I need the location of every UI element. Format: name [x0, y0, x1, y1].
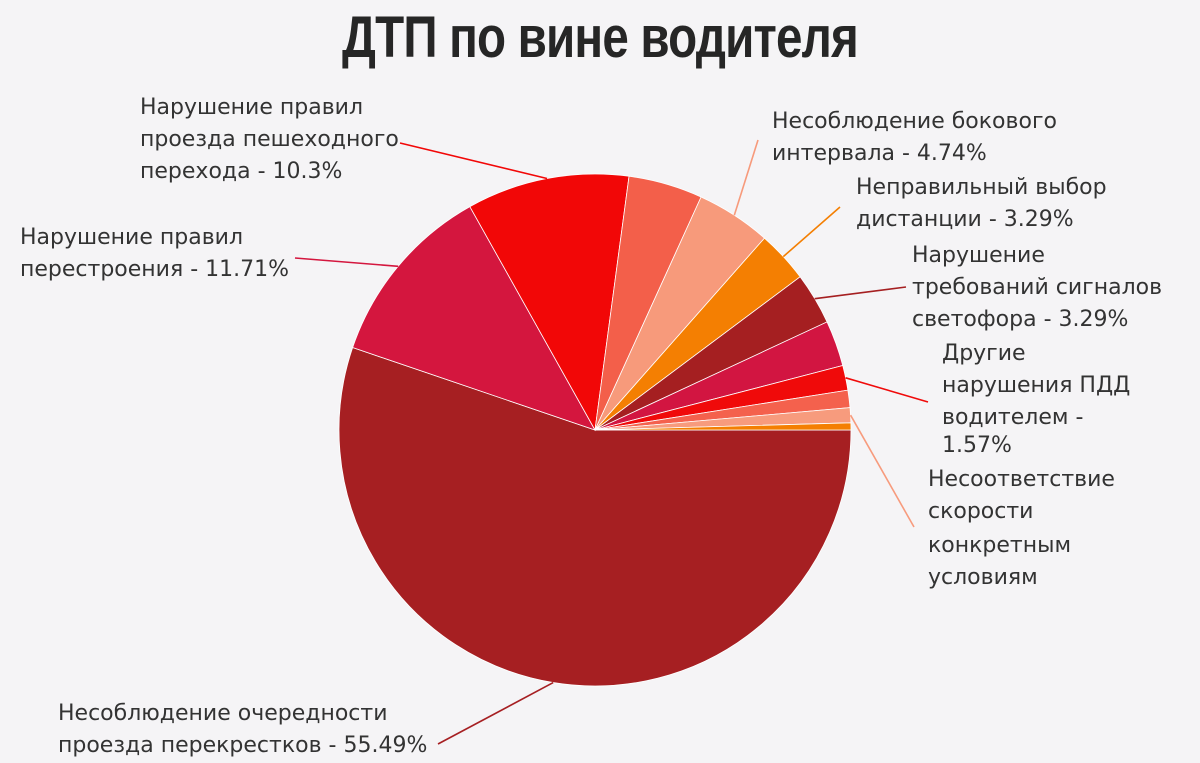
chart-title: ДТП по вине водителя: [342, 5, 859, 70]
pie-slices: [338, 173, 852, 687]
leader-line-10: [849, 414, 915, 528]
slice-label-10: Несоответствие скорости конкретным условиям: [928, 467, 1115, 590]
leader-lines: [294, 139, 929, 745]
leader-line-1: [294, 257, 399, 268]
leader-line-4: [733, 139, 759, 216]
slice-label-5: Неправильный выбор дистанции - 3.29%: [856, 175, 1107, 232]
slice-label-2: Нарушение правил проезда пешеходного перех…: [140, 95, 399, 184]
pie-slice-0: [338, 347, 852, 687]
leader-line-6: [814, 286, 907, 300]
slice-label-0: Несоблюдение очередности проезда перекрес…: [58, 701, 427, 758]
pie-slice-2: [469, 173, 630, 432]
leader-line-5: [782, 206, 841, 258]
slice-label-4: Несоблюдение бокового интервала - 4.74%: [772, 109, 1057, 166]
slice-label-1: Нарушение правил перестроения - 11.71%: [20, 225, 289, 282]
pie-slice-1: [352, 206, 596, 431]
leader-line-2: [399, 142, 548, 180]
slice-label-8: Другие нарушения ПДД водителем -1.57%: [942, 341, 1130, 458]
leader-line-8: [845, 377, 929, 403]
leader-line-0: [437, 681, 554, 745]
pie-slice-11: [594, 422, 852, 431]
slice-label-6: Нарушение требований сигналов светофора - …: [912, 243, 1162, 332]
slice-labels: Несоблюдение очередности проезда перекрес…: [20, 95, 1162, 758]
